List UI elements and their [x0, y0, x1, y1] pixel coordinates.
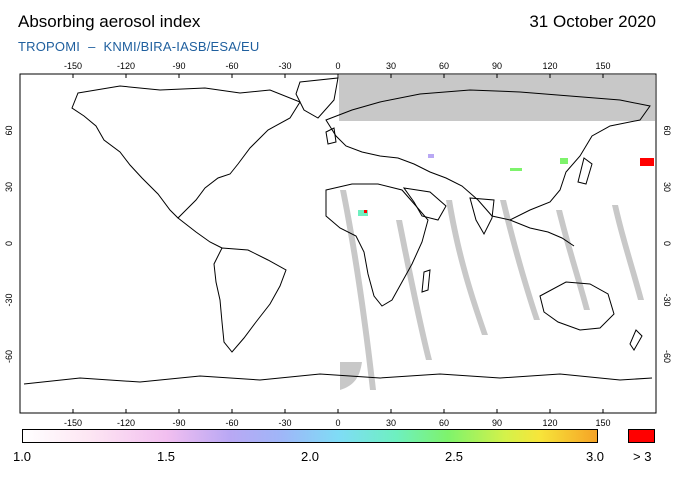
colorbar-overflow-label: > 3 [633, 449, 652, 464]
latitude-label-right: 0 [662, 241, 672, 246]
longitude-label-top: 120 [542, 61, 557, 71]
longitude-label-bottom: 0 [335, 418, 340, 428]
longitude-label-top: -90 [172, 61, 185, 71]
latitude-label-left: -30 [4, 293, 14, 306]
no-data-swath-1 [340, 190, 376, 390]
central-america-outline [177, 217, 223, 249]
colorbar-overflow-swatch [628, 429, 655, 443]
coastlines [23, 77, 653, 385]
antarctica-outline [23, 373, 653, 385]
colorbar [22, 429, 598, 443]
longitude-label-bottom: -60 [225, 418, 238, 428]
latitude-label-left: 0 [4, 241, 14, 246]
aerosol-pacific-high [640, 158, 654, 166]
colorbar-label-3: 2.0 [300, 449, 320, 464]
no-data-regions [339, 75, 655, 390]
india-outline [469, 197, 495, 236]
no-data-swath-2 [396, 220, 432, 360]
africa-outline [325, 183, 429, 307]
north-america-outline [71, 85, 301, 219]
map-frame [19, 73, 657, 414]
longitude-label-top: 0 [335, 61, 340, 71]
latitude-label-right: -30 [662, 293, 672, 306]
data-credit: KNMI/BIRA-IASB/ESA/EU [103, 39, 260, 54]
latitude-label-left: 60 [4, 125, 14, 135]
no-data-swath-4 [500, 200, 540, 320]
map-date: 31 October 2020 [529, 12, 656, 31]
colorbar-label-1: 1.0 [12, 449, 32, 464]
instrument-name: TROPOMI [18, 39, 81, 54]
colorbar-label-4: 2.5 [444, 449, 464, 464]
longitude-label-top: -60 [225, 61, 238, 71]
latitude-labels-right: 60 30 0 -30 -60 [662, 125, 672, 363]
aerosol-africa-high [364, 210, 367, 213]
map-subtitle: TROPOMI – KNMI/BIRA-IASB/ESA/EU [18, 39, 259, 54]
latitude-label-right: 30 [662, 182, 672, 192]
australia-outline [539, 281, 615, 331]
south-america-outline [213, 247, 287, 353]
no-data-arctic [339, 75, 655, 121]
longitude-label-top: 30 [386, 61, 396, 71]
longitude-label-top: -150 [64, 61, 82, 71]
aerosol-africa-signal [358, 210, 368, 216]
arabia-outline [402, 187, 447, 221]
no-data-swath-3 [446, 200, 488, 335]
new-zealand-outline [629, 329, 643, 351]
longitude-label-top: 60 [439, 61, 449, 71]
longitude-label-bottom: -120 [117, 418, 135, 428]
longitude-label-bottom: 150 [595, 418, 610, 428]
map-title: Absorbing aerosol index [18, 12, 201, 31]
longitude-labels-top: -150 -120 -90 -60 -30 0 30 60 90 120 150 [64, 61, 611, 78]
longitude-label-top: 150 [595, 61, 610, 71]
longitude-label-bottom: -150 [64, 418, 82, 428]
latitude-label-left: 30 [4, 182, 14, 192]
subtitle-separator: – [88, 39, 96, 54]
aerosol-china-signal [560, 158, 568, 164]
longitude-label-bottom: -90 [172, 418, 185, 428]
colorbar-label-2: 1.5 [156, 449, 176, 464]
latitude-label-right: 60 [662, 125, 672, 135]
japan-outline [577, 157, 593, 185]
longitude-label-bottom: 120 [542, 418, 557, 428]
madagascar-outline [421, 269, 431, 293]
longitude-label-bottom: -30 [278, 418, 291, 428]
world-map: -150 -120 -90 -60 -30 0 30 60 90 120 150 -150 -120-… [4, 61, 672, 428]
longitude-label-bottom: 90 [492, 418, 502, 428]
no-data-swath-6 [612, 205, 644, 300]
latitude-label-left: -60 [4, 350, 14, 363]
longitude-labels-bottom: -150 -120 -90 -60 -30 0 30 60 90 120 150 [64, 409, 611, 428]
colorbar-gradient [23, 430, 597, 442]
southeast-asia-outline [509, 219, 575, 247]
aerosol-caspian-signal [428, 154, 434, 158]
europe-asia-outline [325, 89, 651, 221]
no-data-swath-5 [556, 210, 590, 310]
latitude-label-right: -60 [662, 350, 672, 363]
latitude-labels-left: 60 30 0 -30 -60 [4, 125, 14, 363]
longitude-label-top: -30 [278, 61, 291, 71]
longitude-label-top: -120 [117, 61, 135, 71]
aerosol-signals [358, 154, 654, 216]
longitude-label-bottom: 30 [386, 418, 396, 428]
aerosol-asia-signal [510, 168, 522, 171]
colorbar-label-5: 3.0 [585, 449, 605, 464]
uk-outline [325, 127, 337, 145]
longitude-label-bottom: 60 [439, 418, 449, 428]
longitude-label-top: 90 [492, 61, 502, 71]
